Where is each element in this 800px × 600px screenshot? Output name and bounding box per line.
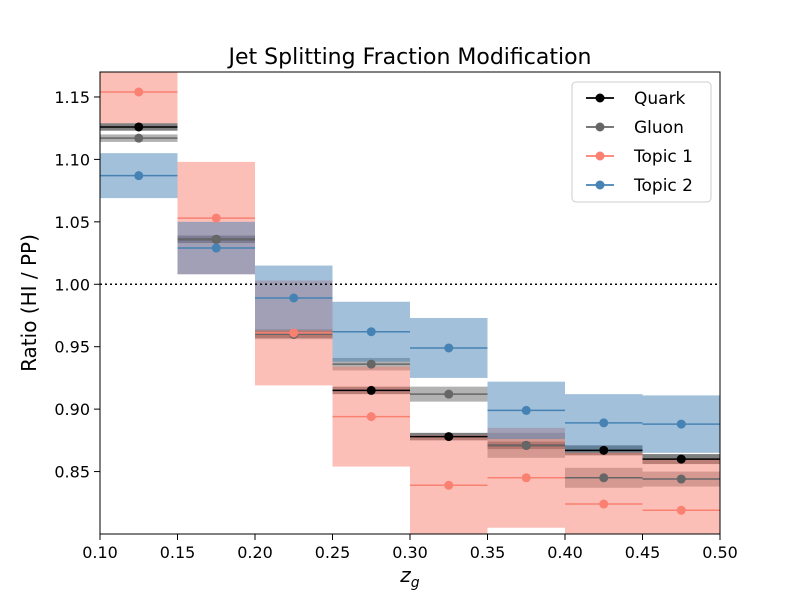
y-axis: 0.85 0.90 0.95 1.00 1.05 1.10 1.15 — [54, 88, 100, 482]
topic-1-point — [444, 480, 454, 490]
y-tick-label: 0.95 — [54, 338, 90, 357]
legend-box — [571, 81, 712, 203]
x-tick-label: 0.30 — [392, 543, 428, 562]
topic-1-point — [211, 213, 221, 223]
y-tick-label: 1.05 — [54, 213, 90, 232]
topic-2-point — [599, 418, 609, 428]
topic-2-point — [444, 343, 454, 353]
quark-point — [676, 454, 686, 464]
gluon-point — [521, 440, 531, 450]
x-tick-label: 0.35 — [470, 543, 506, 562]
x-tick-label: 0.15 — [160, 543, 196, 562]
legend: Quark Gluon Topic 1 Topic 2 — [571, 81, 712, 203]
topic-2-point — [676, 419, 686, 429]
x-tick-label: 0.20 — [237, 543, 273, 562]
legend-label-gluon: Gluon — [634, 118, 684, 138]
x-tick-label: 0.50 — [702, 543, 738, 562]
topic-1-band — [100, 72, 178, 124]
topic-2-point — [211, 243, 221, 253]
x-axis-label: zg — [399, 563, 420, 591]
x-tick-label: 0.40 — [547, 543, 583, 562]
legend-label-quark: Quark — [634, 89, 686, 109]
legend-label-topic-1: Topic 1 — [633, 147, 693, 167]
legend-marker-topic-2 — [595, 180, 605, 190]
legend-marker-quark — [595, 93, 605, 103]
topic-2-point — [134, 171, 144, 181]
x-axis: 0.10 0.15 0.20 0.25 0.30 0.35 0.40 0.45 0.50 — [82, 534, 738, 562]
quark-point — [599, 445, 609, 455]
topic-1-band — [565, 452, 643, 534]
y-tick-label: 0.90 — [54, 400, 90, 419]
legend-label-topic-2: Topic 2 — [633, 176, 693, 196]
quark-point — [366, 385, 376, 395]
gluon-point — [366, 359, 376, 369]
y-tick-label: 1.10 — [54, 150, 90, 169]
x-tick-label: 0.25 — [315, 543, 351, 562]
chart-title: Jet Splitting Fraction Modification — [227, 45, 592, 70]
y-tick-label: 0.85 — [54, 463, 90, 482]
y-tick-label: 1.00 — [54, 275, 90, 294]
topic-1-point — [366, 412, 376, 422]
topic-1-point — [134, 87, 144, 97]
topic-1-point — [599, 499, 609, 509]
quark-point — [444, 432, 454, 442]
legend-marker-gluon — [595, 122, 605, 132]
x-tick-label: 0.10 — [82, 543, 118, 562]
topic-2-point — [366, 327, 376, 337]
gluon-point — [211, 234, 221, 244]
y-tick-label: 1.15 — [54, 88, 90, 107]
topic-1-band — [642, 459, 720, 534]
data-marks — [100, 87, 720, 515]
gluon-point — [444, 389, 454, 399]
topic-1-point — [676, 505, 686, 515]
x-tick-label: 0.45 — [625, 543, 661, 562]
gluon-point — [134, 133, 144, 143]
legend-marker-topic-1 — [595, 151, 605, 161]
quark-point — [134, 122, 144, 132]
topic-2-point — [289, 293, 299, 303]
y-axis-label: Ratio (HI / PP) — [17, 234, 41, 372]
gluon-point — [676, 474, 686, 484]
topic-1-point — [289, 328, 299, 338]
gluon-point — [599, 473, 609, 483]
topic-2-point — [521, 405, 531, 415]
topic-1-point — [521, 473, 531, 483]
